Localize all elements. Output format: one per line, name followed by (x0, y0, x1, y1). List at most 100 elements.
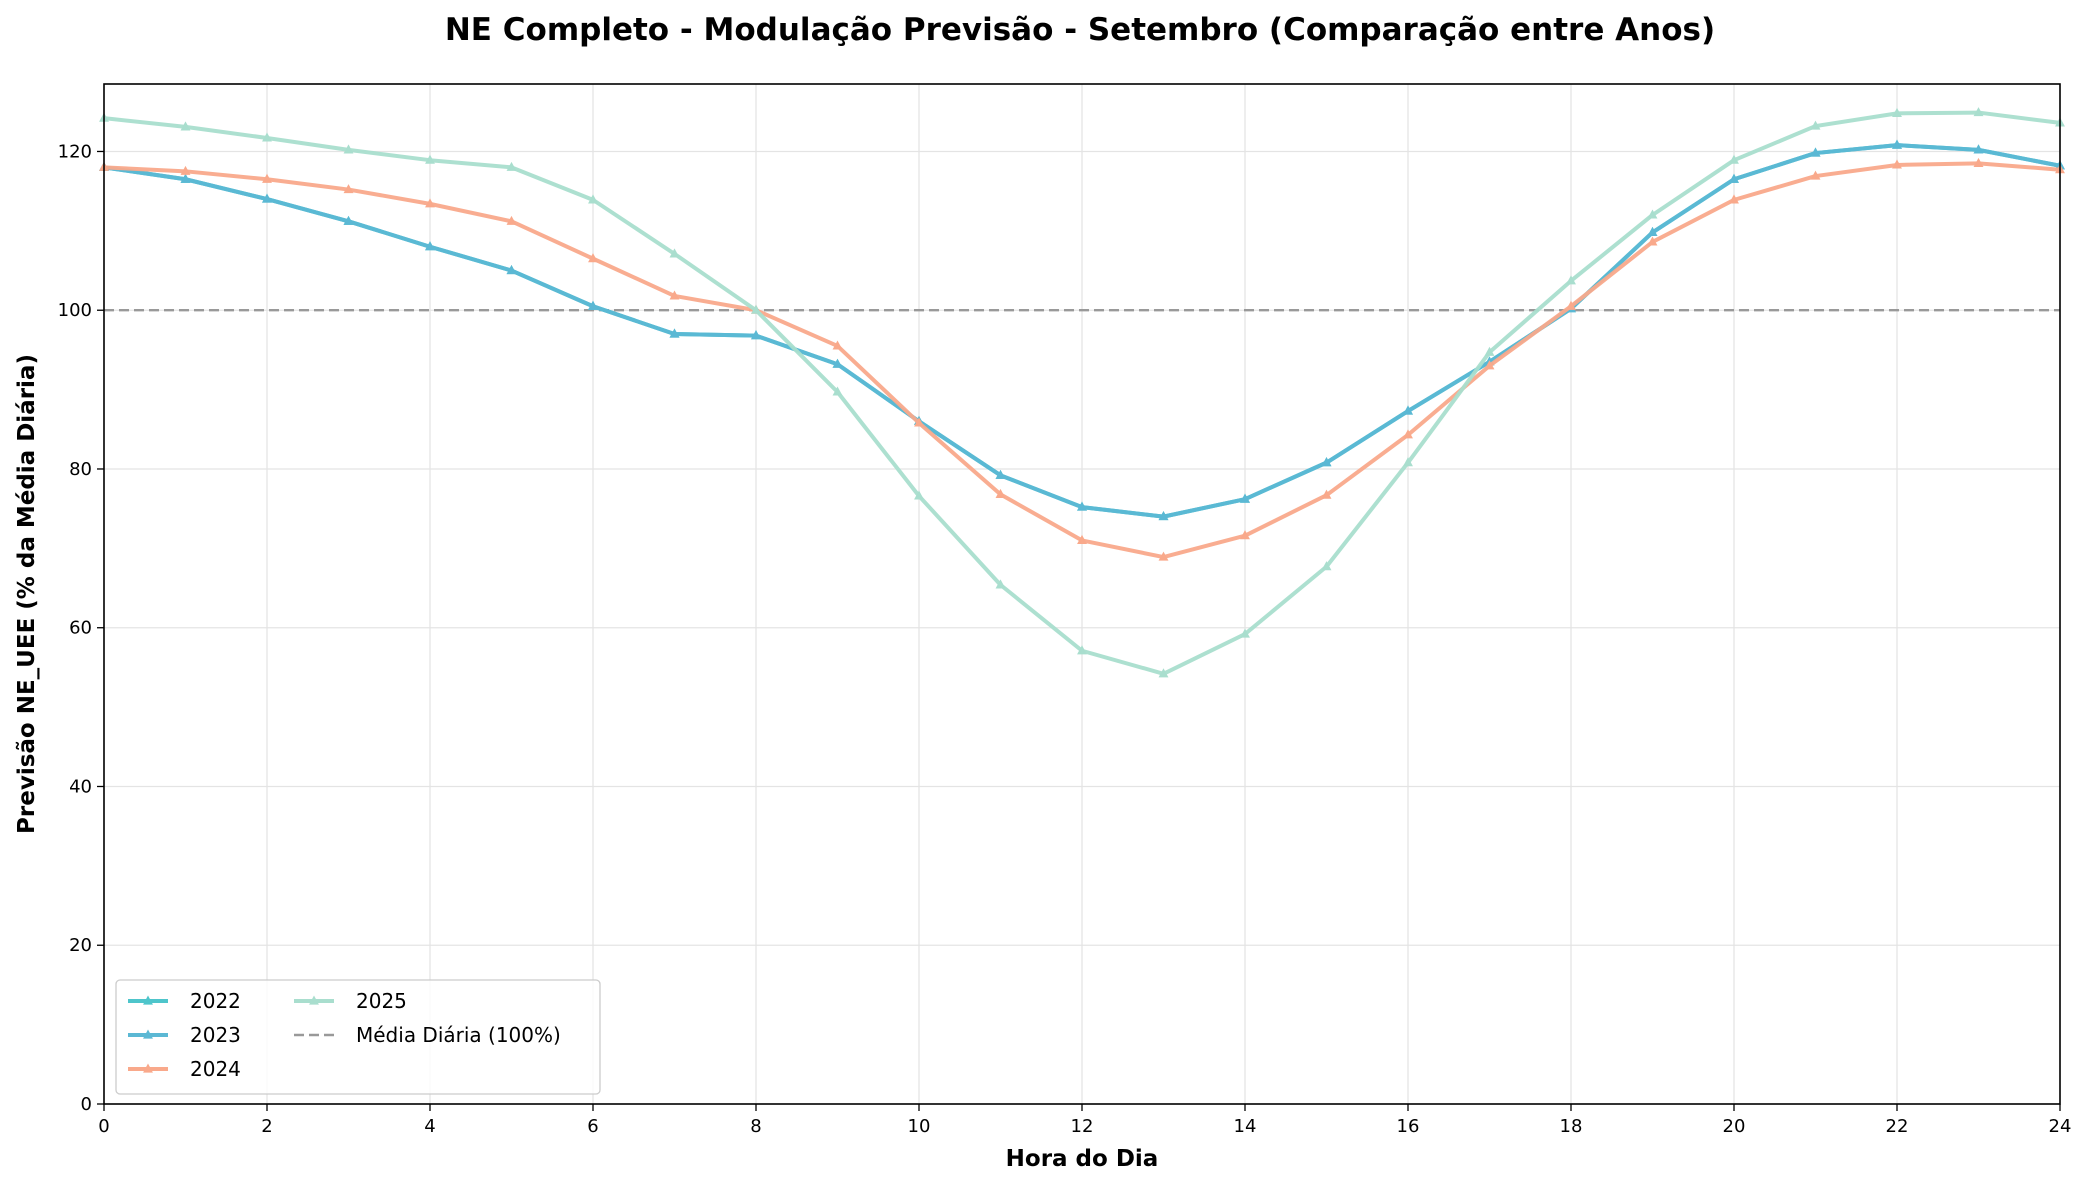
y-axis-label: Previsão NE_UEE (% da Média Diária) (14, 354, 40, 834)
y-tick-label: 80 (69, 459, 92, 480)
data-point (1566, 300, 1576, 310)
data-point (914, 417, 924, 427)
data-point (1647, 236, 1658, 246)
series-2025 (99, 107, 2065, 678)
data-point (1240, 493, 1250, 503)
data-point (588, 194, 598, 204)
data-point (1892, 107, 1902, 117)
legend-entry: 2022 (128, 989, 241, 1013)
data-point (1077, 534, 1087, 544)
x-tick-label: 12 (1071, 1116, 1094, 1137)
x-axis-label: Hora do Dia (1006, 1146, 1159, 1172)
data-point (425, 241, 435, 251)
data-point (995, 488, 1006, 498)
data-point (1973, 144, 1984, 154)
data-point (1973, 107, 1984, 117)
data-point (1077, 645, 1087, 655)
data-point (1484, 360, 1495, 370)
data-point (1810, 147, 1821, 157)
data-point (506, 265, 517, 275)
data-point (1158, 551, 1169, 561)
data-point (751, 304, 761, 314)
legend-entry: 2023 (128, 1023, 241, 1047)
legend-marker (143, 1063, 153, 1073)
data-point (1240, 628, 1250, 638)
data-point (262, 193, 272, 203)
data-point (1729, 173, 1739, 183)
data-point (262, 132, 272, 142)
y-axis-ticks: 0 20 40 60 80 100 120 (58, 141, 104, 1115)
data-point (669, 248, 680, 258)
data-point (1403, 429, 1413, 439)
series-lines (99, 107, 2065, 678)
data-point (425, 198, 435, 208)
data-point (751, 330, 761, 340)
data-point (1892, 139, 1902, 149)
x-tick-label: 20 (1723, 1116, 1746, 1137)
data-point (1729, 194, 1739, 204)
data-point (262, 173, 272, 183)
legend-marker (143, 995, 153, 1005)
data-point (832, 340, 843, 350)
data-point (1321, 561, 1332, 571)
legend-label: 2024 (190, 1057, 241, 1081)
x-tick-label: 8 (750, 1116, 761, 1137)
x-tick-label: 16 (1397, 1116, 1420, 1137)
x-tick-label: 18 (1560, 1116, 1583, 1137)
data-point (1077, 501, 1087, 511)
x-tick-label: 4 (424, 1116, 435, 1137)
series-2024 (99, 157, 2065, 561)
y-tick-label: 120 (58, 141, 92, 162)
data-point (1403, 457, 1413, 467)
data-point (1321, 489, 1332, 499)
legend-entry: Média Diária (100%) (294, 1023, 561, 1047)
x-tick-label: 6 (587, 1116, 598, 1137)
data-point (1973, 157, 1984, 167)
data-point (180, 173, 191, 183)
legend: 2022 2023 2024 2025 Média Diária (100%) (115, 979, 601, 1095)
data-point (669, 290, 680, 300)
data-point (995, 469, 1006, 479)
x-tick-label: 22 (1886, 1116, 1909, 1137)
series-2023 (99, 139, 2065, 521)
legend-entry: 2025 (294, 989, 407, 1013)
data-point (1321, 457, 1332, 467)
y-tick-label: 60 (69, 618, 92, 639)
x-tick-label: 14 (1234, 1116, 1257, 1137)
y-tick-label: 20 (69, 935, 92, 956)
data-point (343, 184, 354, 194)
data-point (914, 490, 924, 500)
x-tick-label: 10 (908, 1116, 931, 1137)
data-point (1892, 159, 1902, 169)
data-point (1729, 154, 1739, 164)
data-point (832, 386, 843, 396)
data-point (995, 579, 1006, 589)
data-point (1240, 530, 1250, 540)
y-tick-label: 40 (69, 776, 92, 797)
chart-title: NE Completo - Modulação Previsão - Setem… (445, 12, 1715, 48)
data-point (180, 121, 191, 131)
x-tick-label: 0 (98, 1116, 109, 1137)
y-tick-label: 100 (58, 300, 92, 321)
data-point (1647, 226, 1658, 237)
x-tick-label: 24 (2049, 1116, 2072, 1137)
data-point (588, 253, 598, 263)
data-point (669, 328, 680, 338)
data-point (506, 215, 517, 225)
legend-marker (309, 995, 319, 1005)
data-point (1566, 275, 1576, 285)
data-point (588, 300, 598, 310)
x-axis-ticks: 0 2 4 6 8 10 12 14 16 18 20 22 24 (98, 1104, 2071, 1137)
data-point (1647, 209, 1658, 219)
data-point (1810, 120, 1821, 130)
data-point (343, 144, 354, 154)
data-point (1484, 346, 1495, 356)
legend-entry: 2024 (128, 1057, 241, 1081)
x-tick-label: 2 (261, 1116, 272, 1137)
data-point (180, 165, 191, 175)
data-point (1810, 170, 1821, 180)
data-point (1158, 668, 1169, 678)
data-point (425, 154, 435, 164)
y-tick-label: 0 (81, 1094, 92, 1115)
